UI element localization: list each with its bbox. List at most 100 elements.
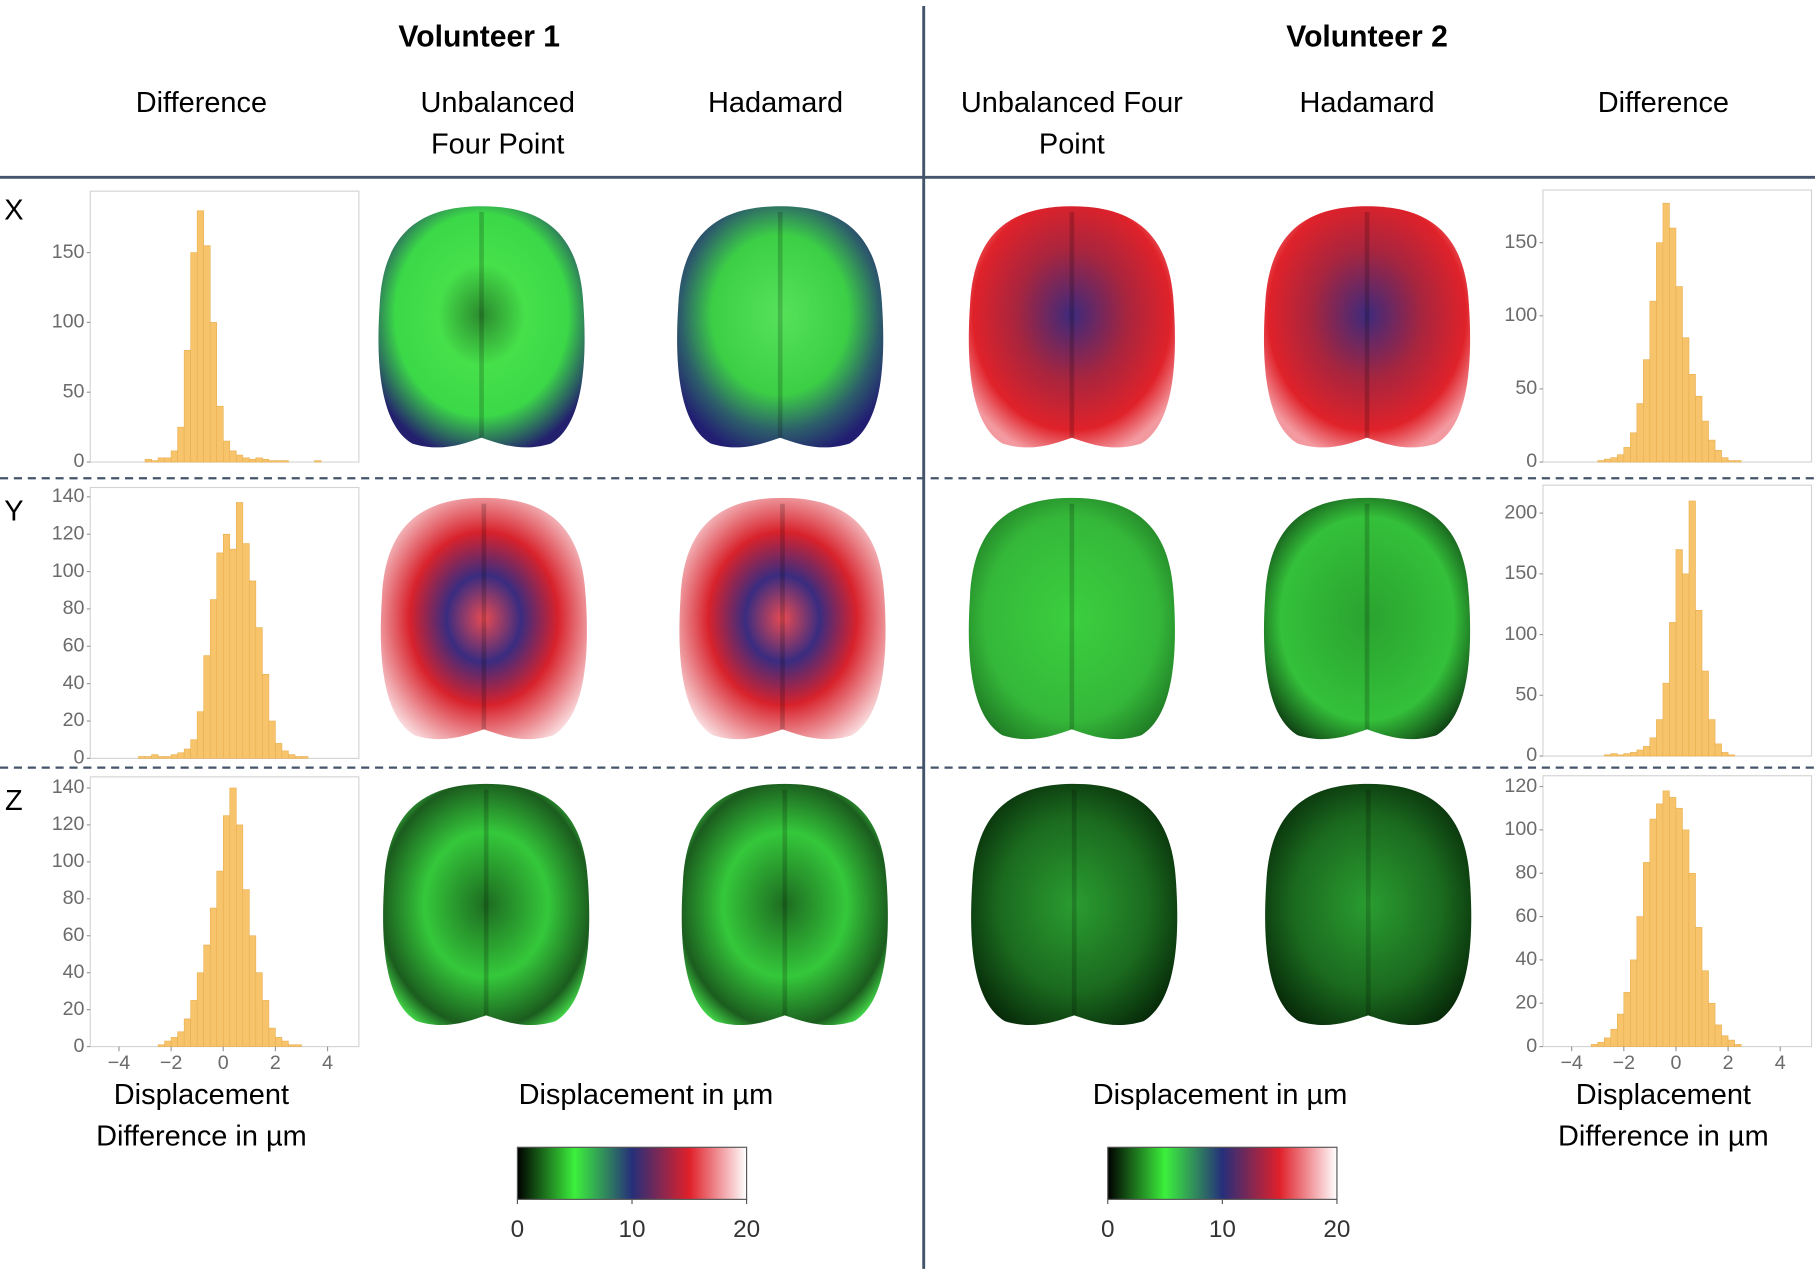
x-tick-label: 20: [1323, 1216, 1350, 1243]
bar: [229, 450, 237, 463]
bar: [1630, 959, 1638, 1047]
bar: [164, 1040, 172, 1047]
bar: [275, 1037, 283, 1047]
brain-map: [380, 497, 587, 740]
bar: [1597, 1041, 1605, 1047]
bar: [177, 1031, 185, 1047]
bar: [1656, 803, 1664, 1047]
bar: [1695, 395, 1703, 463]
brain-shape: [968, 206, 1175, 448]
colorbar: [516, 1146, 748, 1200]
row-label: Y: [4, 496, 23, 528]
bar: [144, 756, 152, 759]
plot-frame: [89, 190, 360, 463]
column-label: Difference: [1598, 87, 1729, 119]
y-tick-label: 0: [1526, 1035, 1537, 1057]
bar: [1688, 373, 1696, 463]
bar: [1649, 300, 1657, 463]
bar: [1630, 432, 1638, 463]
bar: [1708, 1002, 1716, 1047]
brain-shape: [1263, 206, 1471, 448]
bar: [1590, 1044, 1599, 1047]
y-tick-label: 60: [63, 924, 85, 946]
bar: [1603, 1037, 1612, 1047]
bar: [1643, 359, 1651, 463]
y-tick-label: 20: [63, 998, 85, 1020]
brain-map: [681, 783, 888, 1026]
brain-shape: [383, 783, 590, 1026]
bar: [209, 907, 218, 1047]
bar: [1643, 862, 1651, 1047]
bar: [1675, 807, 1683, 1047]
bar: [242, 543, 250, 759]
bar: [151, 460, 159, 463]
y-tick-label: 20: [63, 709, 85, 731]
volunteer-title: Volunteer 1: [398, 20, 560, 53]
y-tick-label: 150: [1504, 231, 1537, 253]
bar: [203, 245, 211, 463]
bar: [1636, 749, 1644, 757]
bar: [281, 460, 289, 463]
x-tick-label: 10: [618, 1216, 645, 1243]
bar: [157, 457, 165, 463]
bar: [1630, 752, 1638, 757]
bar: [1616, 754, 1625, 757]
colorbar: [1107, 1146, 1338, 1200]
bar: [1669, 622, 1677, 757]
axis-label: Displacement in µm: [519, 1079, 774, 1111]
bar: [275, 460, 283, 463]
bar: [268, 1027, 276, 1047]
bar: [203, 655, 211, 759]
brain-map: [677, 206, 884, 448]
bar: [151, 754, 159, 759]
bar: [1603, 754, 1612, 757]
bar: [242, 889, 250, 1047]
column-label: Point: [1039, 129, 1105, 161]
bar: [190, 252, 198, 463]
y-tick-label: 120: [52, 813, 85, 835]
brain-shape: [378, 206, 585, 448]
bar: [255, 972, 263, 1047]
bar: [157, 1044, 165, 1047]
bar: [170, 754, 178, 759]
axis-label: Displacement: [1576, 1079, 1751, 1111]
brain-shape: [380, 497, 587, 740]
x-tick-label: 0: [511, 1216, 525, 1243]
x-tick-label: 0: [218, 1052, 229, 1074]
bar: [1662, 790, 1670, 1047]
y-tick-label: 100: [1504, 818, 1537, 840]
bar: [1688, 500, 1696, 757]
row-label: Z: [5, 785, 23, 817]
y-tick-label: 120: [52, 522, 85, 544]
bar: [1669, 227, 1677, 463]
x-tick-label: 2: [270, 1052, 281, 1074]
bar: [229, 548, 237, 759]
x-tick-label: −4: [108, 1052, 130, 1074]
brain-shape: [679, 497, 886, 740]
y-tick-label: 20: [1515, 991, 1537, 1013]
bar: [1623, 447, 1631, 463]
x-tick-label: −4: [1560, 1052, 1582, 1074]
volunteer-title: Volunteer 2: [1286, 20, 1448, 53]
bar: [216, 870, 224, 1047]
y-tick-label: 50: [63, 380, 85, 402]
bar: [157, 756, 165, 759]
brain-map: [1263, 497, 1471, 740]
brain-map: [679, 497, 886, 740]
bar: [1616, 1013, 1625, 1047]
bar: [294, 756, 302, 759]
bar: [249, 935, 257, 1047]
bar: [1721, 752, 1729, 757]
bar: [177, 426, 185, 463]
bar: [1695, 609, 1703, 757]
bar: [1708, 439, 1716, 463]
bar: [242, 457, 250, 463]
axis-label: Difference in µm: [1558, 1121, 1769, 1153]
bar: [138, 756, 146, 759]
bar: [216, 405, 224, 463]
brain-shape: [677, 206, 884, 448]
bar: [183, 350, 191, 463]
column-label: Four Point: [431, 129, 564, 161]
